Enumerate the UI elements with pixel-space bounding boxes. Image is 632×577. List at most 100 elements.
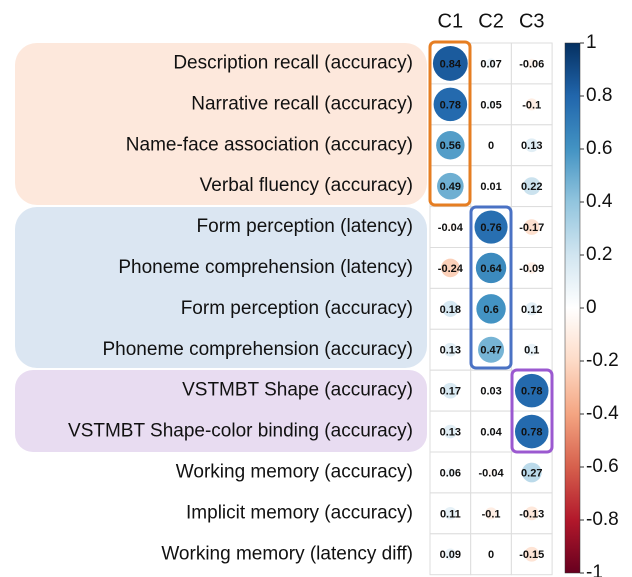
cell-label: 0.27 [521, 467, 542, 479]
cell-label: 0.03 [480, 386, 501, 398]
group-band [15, 207, 427, 368]
colorbar-label: -0.2 [586, 350, 619, 371]
colorbar-label: -0.4 [586, 403, 619, 424]
cell-label: -0.24 [438, 263, 464, 275]
cell-label: 0.64 [480, 263, 502, 275]
cell-label: 0.05 [480, 99, 501, 111]
group-outline [469, 205, 513, 370]
cell-label: 0.78 [521, 386, 542, 398]
column-label: C2 [478, 10, 504, 32]
cell-label: 0.49 [440, 181, 461, 193]
colorbar-label: 0.4 [586, 191, 613, 212]
cell-label: -0.04 [438, 222, 464, 234]
correlation-circle [432, 46, 468, 81]
cell-label: 0.04 [480, 426, 502, 438]
colorbar [564, 42, 581, 574]
row-label: VSTMBT Shape (accuracy) [182, 380, 413, 401]
correlation-circle [487, 468, 495, 477]
correlation-circle [524, 138, 539, 153]
cell-label: 0.56 [440, 140, 461, 152]
cell-label: 0 [488, 140, 494, 152]
cell-label: 0.78 [440, 99, 461, 111]
colorbar-label: -0.8 [586, 509, 619, 530]
cell-label: -0.1 [522, 99, 541, 111]
correlation-circle [437, 172, 464, 200]
row-label: VSTMBT Shape-color binding (accuracy) [68, 421, 413, 442]
cell-label: 0.13 [440, 345, 461, 357]
row-label: Phoneme comprehension (accuracy) [103, 339, 414, 360]
group-outline [510, 368, 554, 454]
correlation-circle [433, 87, 468, 122]
cell-label: -0.15 [519, 549, 544, 561]
row-label: Verbal fluency (accuracy) [200, 175, 413, 196]
correlation-circle [524, 546, 540, 562]
correlation-circle [525, 343, 538, 356]
correlation-circle [487, 427, 495, 436]
correlation-circle [527, 58, 537, 69]
cell-label: 0.01 [480, 181, 501, 193]
correlation-circle [475, 252, 507, 284]
cell-label: 0.06 [440, 467, 461, 479]
cell [510, 328, 553, 371]
colorbar-label: 0.6 [586, 138, 612, 159]
correlation-circle [476, 294, 506, 324]
row-label: Phoneme comprehension (latency) [118, 257, 413, 278]
cell-label: 0.47 [480, 345, 501, 357]
matrix: 0.84 0.07 -0.06 0.78 0.05 -0.1 0.56 0 0.13 0.49 0.… [429, 42, 553, 576]
row-label: Working memory (accuracy) [176, 461, 413, 482]
cell-label: 0.76 [480, 222, 501, 234]
colorbar-label: 0.2 [586, 244, 612, 265]
group-outline [428, 40, 472, 207]
correlation-circle [444, 507, 457, 520]
cell-label: -0.17 [519, 222, 544, 234]
row-label: Narrative recall (accuracy) [191, 93, 413, 114]
cell-label: 0.09 [440, 549, 461, 561]
correlation-circle [443, 424, 458, 439]
row-label: Description recall (accuracy) [173, 52, 413, 73]
correlation-circle [441, 258, 460, 278]
cell-label: 0.13 [440, 426, 461, 438]
correlation-circle [443, 342, 458, 357]
colorbar-label: 1 [586, 32, 597, 53]
correlation-circle [486, 58, 497, 69]
column-label: C1 [438, 10, 464, 32]
cell-label: 0.07 [480, 58, 501, 70]
colorbar-label: -0.6 [586, 456, 619, 477]
cell-label: 0.13 [521, 140, 542, 152]
cell-label: -0.09 [519, 263, 544, 275]
cell-label: -0.13 [519, 508, 544, 520]
colorbar-label: 0.8 [586, 85, 612, 106]
colorbar-label: 0 [586, 297, 597, 318]
row-label: Form perception (latency) [197, 216, 413, 237]
cell-label: 0.1 [524, 345, 539, 357]
correlation-circle [489, 184, 493, 189]
correlation-circle [474, 210, 508, 244]
cell-label: 0.18 [440, 304, 461, 316]
correlation-circle [523, 219, 540, 235]
correlation-circle [526, 262, 538, 274]
correlation-circle [522, 177, 541, 196]
correlation-circle [444, 548, 457, 560]
cell-label: 0.12 [521, 304, 542, 316]
cell-label: 0.17 [440, 386, 461, 398]
correlation-circle [524, 506, 539, 521]
correlation-circle [521, 462, 542, 483]
cell-label: -0.1 [482, 508, 501, 520]
cell-label: 0.78 [521, 426, 542, 438]
row-label: Working memory (latency diff) [161, 543, 413, 564]
correlation-circle [514, 373, 549, 408]
cell-label: 0 [488, 549, 494, 561]
row-label: Name-face association (accuracy) [126, 134, 413, 155]
correlation-circle [525, 302, 539, 316]
group-band [15, 43, 427, 205]
group-band [15, 370, 427, 452]
correlation-circle [525, 98, 538, 111]
correlation-circle [487, 387, 495, 394]
cell-label: 0.6 [483, 304, 498, 316]
correlation-circle [486, 100, 496, 109]
row-label: Form perception (accuracy) [181, 298, 413, 319]
column-label: C3 [519, 10, 545, 32]
correlation-circle [446, 223, 455, 231]
cell-label: 0.84 [440, 58, 462, 70]
